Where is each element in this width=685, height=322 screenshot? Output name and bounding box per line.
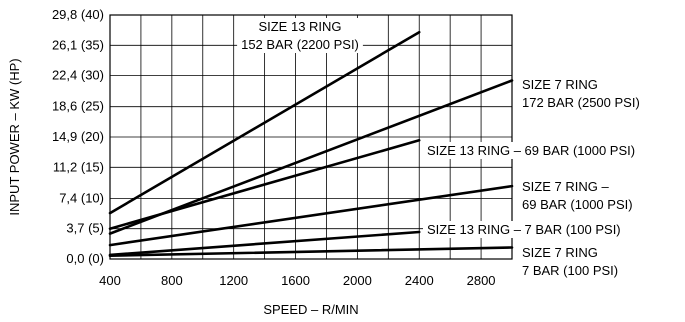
- plot-frame: [109, 14, 513, 260]
- curve-label-3-line-1: SIZE 13 RING – 69 BAR (1000 PSI): [427, 143, 635, 158]
- y-tick-label-7: 22,4 (30): [52, 68, 104, 83]
- curve-label-4: SIZE 7 RING – 69 BAR (1000 PSI): [522, 179, 633, 212]
- y-tick-label-9: 29,8 (40): [52, 7, 104, 22]
- curve-label-1: SIZE 13 RING 152 BAR (2200 PSI): [237, 18, 363, 53]
- series-line-3: [108, 139, 421, 230]
- curve-label-6: SIZE 7 RING 7 BAR (100 PSI): [522, 245, 618, 278]
- series-line-1: [108, 30, 421, 215]
- x-tick-label-7: 2800: [467, 273, 496, 288]
- curve-label-5: SIZE 13 RING – 7 BAR (100 PSI): [423, 221, 625, 238]
- y-tick-label-6: 18,6 (25): [52, 99, 104, 114]
- curve-label-4-line-2: 69 BAR (1000 PSI): [522, 197, 633, 212]
- series-line-2: [108, 79, 514, 235]
- curve-label-1-line-2: 152 BAR (2200 PSI): [241, 37, 359, 52]
- y-tick-label-3: 7,4 (10): [59, 190, 104, 205]
- y-tick-label-1: 0,0 (0): [66, 251, 104, 266]
- x-tick-label-3: 1200: [219, 273, 248, 288]
- x-tick-label-5: 2000: [343, 273, 372, 288]
- series-line-6: [108, 246, 514, 257]
- curve-label-4-line-1: SIZE 7 RING –: [522, 179, 609, 194]
- curve-label-1-line-1: SIZE 13 RING: [258, 19, 341, 34]
- y-tick-label-2: 3,7 (5): [66, 221, 104, 236]
- curve-label-2-line-2: 172 BAR (2500 PSI): [522, 95, 640, 110]
- curve-label-2-line-1: SIZE 7 RING: [522, 77, 598, 92]
- x-tick-label-1: 400: [99, 273, 121, 288]
- y-tick-label-5: 14,9 (20): [52, 129, 104, 144]
- curve-label-3: SIZE 13 RING – 69 BAR (1000 PSI): [423, 142, 640, 159]
- x-tick-label-4: 1600: [281, 273, 310, 288]
- x-tick-label-2: 800: [161, 273, 183, 288]
- x-tick-labels: 400 800 1200 1600 2000 2400 2800: [99, 273, 495, 288]
- curve-label-6-line-2: 7 BAR (100 PSI): [522, 263, 618, 278]
- curve-label-5-line-1: SIZE 13 RING – 7 BAR (100 PSI): [427, 222, 621, 237]
- y-tick-label-8: 26,1 (35): [52, 37, 104, 52]
- series-lines: [108, 30, 514, 257]
- x-tick-label-6: 2400: [405, 273, 434, 288]
- y-axis-title: INPUT POWER – KW (HP): [7, 58, 22, 215]
- series-line-4: [108, 184, 514, 247]
- series-line-5: [108, 230, 421, 257]
- curve-label-2: SIZE 7 RING 172 BAR (2500 PSI): [522, 77, 640, 110]
- y-tick-labels: 0,0 (0) 3,7 (5) 7,4 (10) 11,2 (15) 14,9 (20)…: [52, 7, 104, 266]
- x-axis-title: SPEED – R/MIN: [263, 302, 358, 317]
- curve-label-6-line-1: SIZE 7 RING: [522, 245, 598, 260]
- curve-label-background-5: [423, 221, 625, 238]
- y-tick-label-4: 11,2 (15): [53, 159, 104, 174]
- curve-label-background-3: [423, 142, 640, 159]
- curve-label-background-1: [237, 18, 363, 53]
- curve-labels: SIZE 13 RING 152 BAR (2200 PSI) SIZE 7 RIN…: [237, 18, 640, 278]
